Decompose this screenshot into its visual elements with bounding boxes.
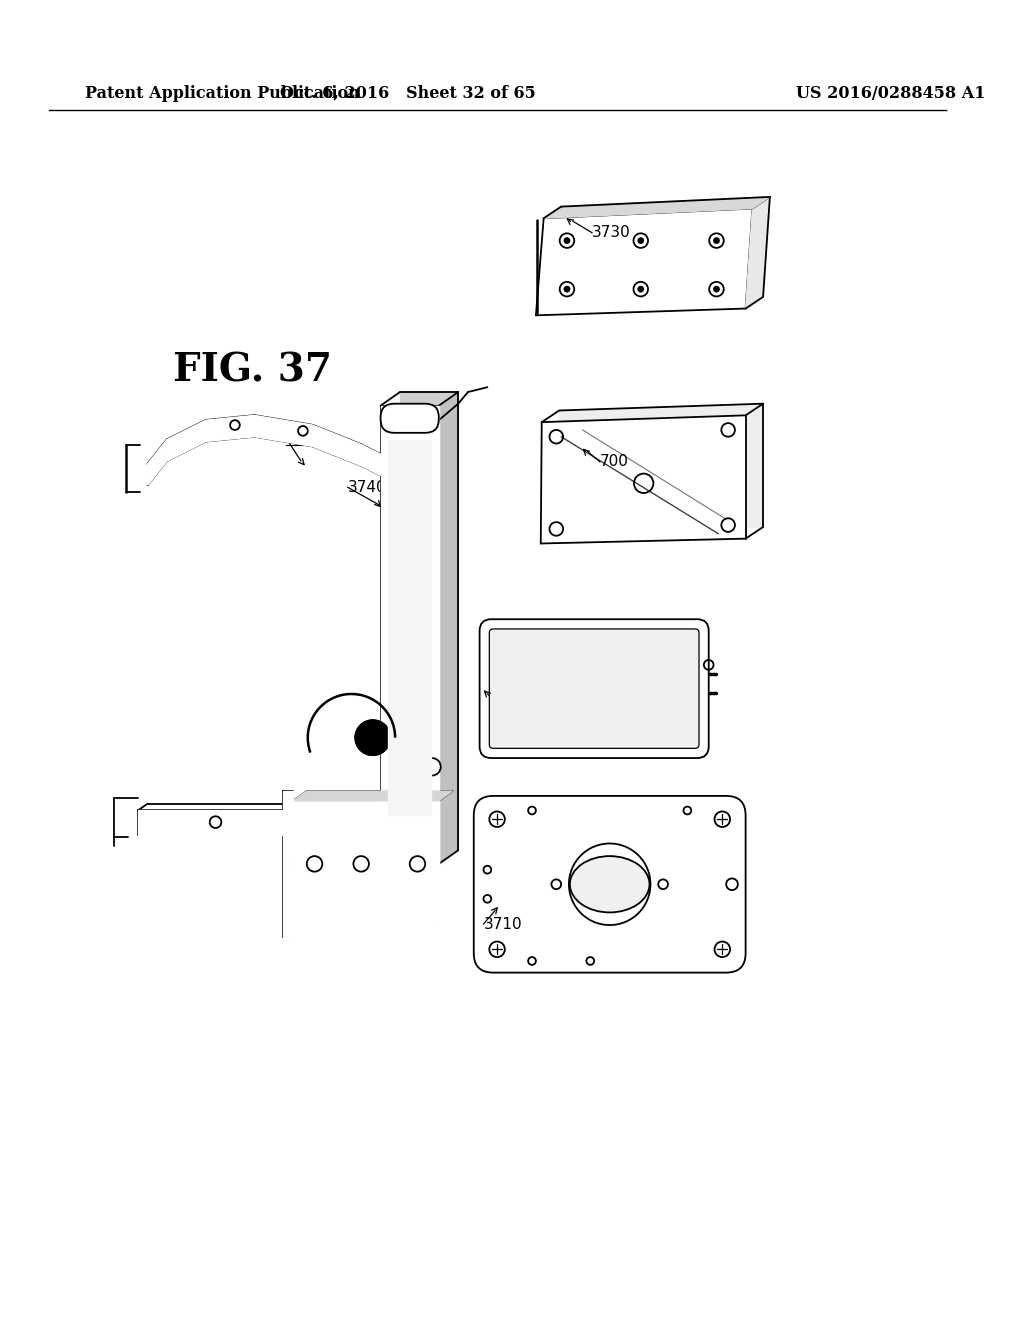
Text: Patent Application Publication: Patent Application Publication	[85, 84, 360, 102]
Polygon shape	[293, 801, 439, 927]
Circle shape	[563, 238, 570, 244]
Polygon shape	[745, 197, 770, 309]
Polygon shape	[138, 810, 293, 834]
FancyBboxPatch shape	[474, 796, 745, 973]
Text: 3700: 3700	[287, 432, 325, 446]
Circle shape	[563, 285, 570, 293]
Circle shape	[637, 285, 644, 293]
Text: 3710: 3710	[483, 916, 522, 932]
Circle shape	[713, 285, 720, 293]
Text: 3740: 3740	[347, 479, 386, 495]
Polygon shape	[541, 416, 745, 544]
Circle shape	[355, 721, 390, 755]
FancyBboxPatch shape	[489, 628, 699, 748]
Text: 700: 700	[600, 454, 629, 470]
Polygon shape	[147, 416, 381, 486]
Polygon shape	[381, 405, 439, 863]
Text: 3720: 3720	[500, 697, 539, 713]
Text: 3730: 3730	[592, 226, 631, 240]
Ellipse shape	[570, 857, 649, 912]
Polygon shape	[558, 404, 763, 532]
Polygon shape	[400, 392, 458, 850]
Circle shape	[637, 238, 644, 244]
Circle shape	[370, 735, 376, 741]
Polygon shape	[439, 392, 458, 863]
Text: US 2016/0288458 A1: US 2016/0288458 A1	[796, 84, 985, 102]
Circle shape	[713, 238, 720, 244]
Text: FIG. 37: FIG. 37	[173, 351, 332, 389]
Polygon shape	[388, 440, 431, 816]
Polygon shape	[544, 197, 770, 218]
FancyBboxPatch shape	[381, 404, 439, 433]
Polygon shape	[536, 209, 753, 315]
Polygon shape	[293, 791, 453, 801]
Text: Oct. 6, 2016   Sheet 32 of 65: Oct. 6, 2016 Sheet 32 of 65	[280, 84, 536, 102]
FancyBboxPatch shape	[479, 619, 709, 758]
Polygon shape	[284, 791, 293, 937]
